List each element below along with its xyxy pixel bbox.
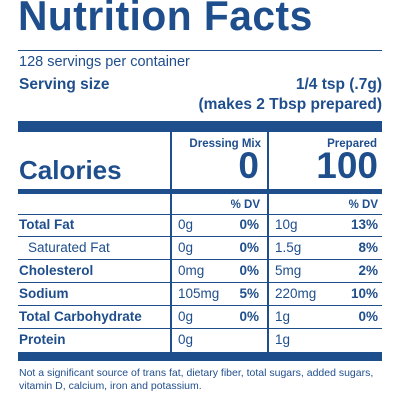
prepared-dv: 2% bbox=[358, 263, 378, 278]
calories-dressing-mix: 0 bbox=[238, 145, 259, 186]
prepared-amount: 220mg bbox=[275, 286, 317, 301]
nutrient-label: Sodium bbox=[19, 286, 69, 301]
dressing-mix-dv: 0% bbox=[239, 309, 259, 324]
nutrient-label: Total Fat bbox=[19, 217, 75, 232]
thick-rule-top bbox=[18, 121, 382, 132]
nutrient-label: Total Carbohydrate bbox=[19, 309, 142, 324]
dressing-mix-amount: 0mg bbox=[178, 263, 205, 278]
serving-size-value: 1/4 tsp (.7g) bbox=[295, 76, 382, 93]
prepared-amount: 1g bbox=[275, 332, 291, 347]
footnote: Not a significant source of trans fat, d… bbox=[19, 367, 374, 392]
calories-label: Calories bbox=[19, 155, 122, 185]
column-header-dressing-mix: Dressing Mix bbox=[189, 138, 261, 150]
thick-rule-bottom bbox=[18, 352, 382, 361]
dressing-mix-amount: 0g bbox=[178, 217, 194, 232]
row-rule-3 bbox=[18, 282, 382, 283]
dressing-mix-amount: 105mg bbox=[178, 286, 220, 301]
dv-header-col1: % DV bbox=[230, 199, 260, 211]
dressing-mix-dv: 0% bbox=[239, 217, 259, 232]
dressing-mix-amount: 0g bbox=[178, 240, 194, 255]
row-rule-2 bbox=[18, 259, 382, 260]
prepared-amount: 10g bbox=[275, 217, 298, 232]
title-rule bbox=[18, 50, 382, 51]
column-divider-2 bbox=[267, 132, 269, 360]
label-title: Nutrition Facts bbox=[18, 0, 313, 39]
dv-header-col2: % DV bbox=[348, 199, 378, 211]
calories-rule bbox=[18, 189, 382, 194]
row-rule-1 bbox=[18, 236, 382, 237]
prepared-dv: 13% bbox=[350, 217, 378, 232]
prepared-amount: 1.5g bbox=[275, 240, 302, 255]
serving-size-label: Serving size bbox=[19, 76, 110, 93]
column-divider-1 bbox=[170, 132, 172, 360]
column-header-prepared: Prepared bbox=[327, 138, 377, 150]
prepared-dv: 8% bbox=[358, 240, 378, 255]
dressing-mix-dv: 5% bbox=[239, 286, 259, 301]
dressing-mix-dv: 0% bbox=[239, 240, 259, 255]
row-rule-5 bbox=[18, 328, 382, 329]
row-rule-0 bbox=[18, 214, 382, 215]
dressing-mix-amount: 0g bbox=[178, 309, 194, 324]
serving-size-prepared: (makes 2 Tbsp prepared) bbox=[198, 96, 382, 113]
prepared-dv: 0% bbox=[358, 309, 378, 324]
dressing-mix-amount: 0g bbox=[178, 332, 194, 347]
nutrient-label: Protein bbox=[19, 332, 66, 347]
row-rule-4 bbox=[18, 305, 382, 306]
dressing-mix-dv: 0% bbox=[239, 263, 259, 278]
prepared-amount: 5mg bbox=[275, 263, 302, 278]
nutrient-label: Saturated Fat bbox=[28, 240, 110, 255]
servings-per-container: 128 servings per container bbox=[19, 54, 190, 70]
prepared-amount: 1g bbox=[275, 309, 291, 324]
prepared-dv: 10% bbox=[350, 286, 378, 301]
calories-prepared: 100 bbox=[316, 145, 378, 186]
nutrient-label: Cholesterol bbox=[19, 263, 94, 278]
